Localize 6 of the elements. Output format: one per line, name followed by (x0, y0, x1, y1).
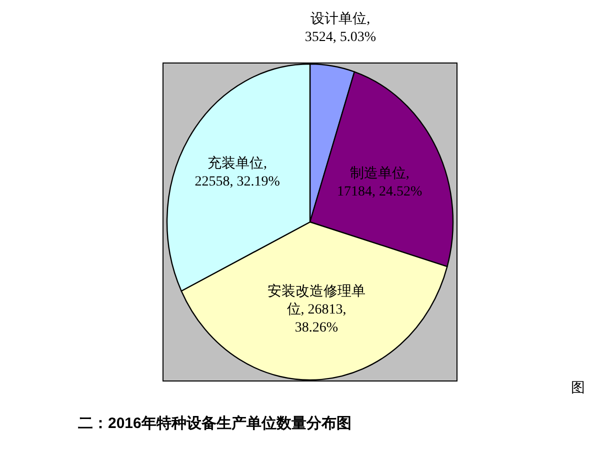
text: 图 (571, 379, 585, 395)
slice-label: 制造单位, 17184, 24.52% (337, 166, 423, 200)
slice-label: 安装改造修理单位, 26813, 38.26% (268, 284, 366, 336)
slice-label: 充装单位, 22558, 32.19% (194, 156, 280, 190)
slice-label: 设计单位, 3524, 5.03% (304, 11, 376, 45)
text: 二：2016年特种设备生产单位数量分布图 (78, 415, 352, 432)
